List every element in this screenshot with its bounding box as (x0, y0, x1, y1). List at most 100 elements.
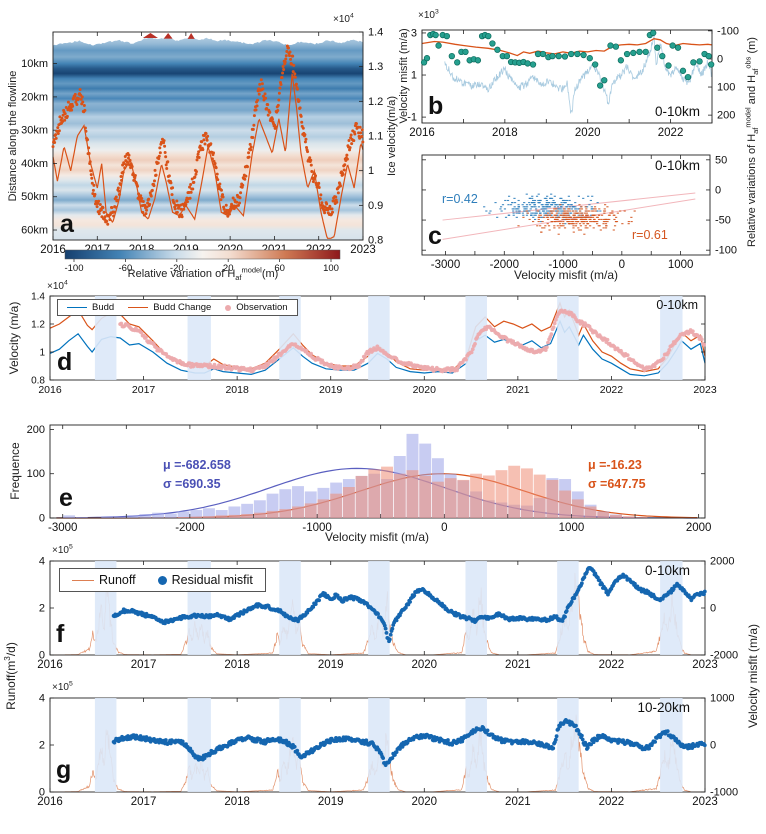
svg-text:4: 4 (39, 556, 45, 568)
e-x-axis-label: Velocity misfit (m/a) (324, 530, 430, 544)
svg-text:2018: 2018 (224, 659, 250, 671)
svg-text:2000: 2000 (710, 556, 734, 568)
e-sigma-blue: σ =690.35 (163, 477, 221, 491)
svg-text:0: 0 (710, 603, 716, 615)
svg-text:1.4: 1.4 (368, 27, 383, 39)
haf-model-line (421, 38, 713, 57)
svg-text:0.8: 0.8 (368, 235, 383, 247)
fg-right-axis-label: Velocity misfit (m/a) (746, 623, 760, 729)
scatter-cloud-obs (517, 204, 636, 235)
svg-text:-2000: -2000 (175, 522, 204, 534)
svg-text:-60: -60 (119, 263, 133, 274)
f-legend-item-runoff: Runoff (72, 573, 136, 587)
svg-text:2018: 2018 (492, 127, 518, 139)
f-legend-residual-label: Residual misfit (171, 573, 253, 587)
svg-text:2023: 2023 (692, 796, 718, 808)
svg-text:0.8: 0.8 (31, 376, 45, 387)
svg-text:2017: 2017 (131, 796, 157, 808)
svg-text:2023: 2023 (350, 244, 376, 256)
svg-text:30km: 30km (21, 125, 48, 137)
observation-dot-sample (225, 304, 232, 311)
svg-text:2021: 2021 (505, 796, 531, 808)
f-legend: Runoff Residual misfit (59, 568, 266, 592)
svg-text:1000: 1000 (668, 259, 694, 271)
c-correlation-orange: r=0.61 (632, 228, 668, 242)
svg-text:4: 4 (39, 693, 45, 705)
svg-text:100: 100 (27, 468, 45, 480)
d-legend-item-budd: Budd (67, 302, 114, 313)
svg-text:1: 1 (368, 165, 374, 177)
panel-letter-g: g (56, 756, 72, 784)
svg-text:100: 100 (717, 82, 735, 94)
svg-text:-100: -100 (715, 245, 737, 257)
svg-text:-50: -50 (715, 215, 731, 227)
svg-text:2022: 2022 (658, 127, 684, 139)
colorbar-gradient (64, 249, 341, 260)
panel-letter-a: a (60, 210, 74, 238)
observation-dots (118, 308, 706, 374)
svg-text:-2000: -2000 (710, 650, 738, 662)
budd-line (49, 319, 706, 377)
svg-text:2023: 2023 (693, 384, 717, 396)
svg-text:0: 0 (715, 184, 721, 196)
g-melt-season-bands (94, 698, 683, 792)
svg-text:2021: 2021 (505, 659, 531, 671)
panel-letter-b: b (428, 92, 444, 120)
svg-text:0: 0 (39, 650, 45, 662)
f-legend-runoff-label: Runoff (99, 573, 136, 587)
colorbar-label: Relative variation of Hafmodel(m) (127, 265, 279, 283)
d-exponent-label: ×104 (47, 279, 68, 292)
svg-text:50: 50 (715, 154, 727, 166)
svg-text:1.4: 1.4 (31, 292, 45, 303)
svg-text:-100: -100 (64, 263, 83, 274)
svg-text:1.2: 1.2 (31, 320, 45, 331)
histogram-bars-1 (177, 465, 648, 518)
surface-red-cap (163, 33, 173, 39)
surface-red-cap (142, 33, 158, 38)
svg-text:1000: 1000 (710, 693, 734, 705)
svg-text:1.3: 1.3 (368, 61, 383, 73)
svg-text:-1: -1 (407, 112, 417, 124)
b-region-label: 0-10km (654, 104, 700, 119)
d-melt-season-bands (94, 296, 683, 380)
svg-text:2016: 2016 (37, 796, 63, 808)
svg-text:2: 2 (39, 603, 45, 615)
svg-text:2016: 2016 (38, 384, 62, 396)
c-x-axis-label: Velocity misfit (m/a) (513, 268, 619, 282)
svg-text:200: 200 (27, 424, 45, 436)
svg-text:2021: 2021 (506, 384, 530, 396)
e-mu-blue: μ =-682.658 (163, 458, 231, 472)
d-y-axis-label: Velocity (m/a) (7, 301, 21, 375)
svg-text:2022: 2022 (599, 659, 625, 671)
svg-text:2020: 2020 (411, 659, 437, 671)
panel-b-misfit-haf-timeseries: 2016 2018 2020 2022 3 1 -1 -100 0 100 200 (407, 25, 739, 139)
svg-text:-1000: -1000 (548, 259, 577, 271)
svg-text:2: 2 (39, 740, 45, 752)
svg-text:60: 60 (274, 263, 285, 274)
colorbar: -100 -60 -20 20 60 100 (64, 249, 341, 274)
surface-sky-region (53, 32, 363, 46)
d-legend-observation-label: Observation (236, 302, 288, 313)
g-residual-misfit-dots (111, 718, 707, 768)
svg-text:200: 200 (717, 110, 735, 122)
ice-velocity-observation-dots (51, 44, 365, 226)
svg-text:2017: 2017 (131, 659, 157, 671)
svg-text:1.1: 1.1 (368, 131, 383, 143)
svg-text:2016: 2016 (409, 127, 435, 139)
d-legend-budd-change-label: Budd Change (153, 302, 212, 313)
a-right-axis-label: Ice velocity(m/a) (386, 95, 398, 177)
svg-text:0: 0 (441, 522, 447, 534)
fg-y-axis-label: Runoff(m3/d) (3, 642, 18, 710)
panel-f-runoff-residual: 2016 2017 2018 2019 2020 2021 2022 2023 0 2 4 2000 0… (37, 556, 738, 672)
a-exponent-label: ×104 (333, 12, 354, 25)
svg-text:2018: 2018 (224, 796, 250, 808)
panel-letter-e: e (59, 484, 73, 512)
panel-d-velocity-timeseries: 2016 2017 2018 2019 2020 2021 2022 2023 0.8 1 1.2 1… (31, 292, 717, 397)
svg-text:2016: 2016 (40, 244, 66, 256)
svg-text:0: 0 (39, 787, 45, 799)
c-region-label: 0-10km (654, 158, 700, 173)
svg-text:1.2: 1.2 (368, 96, 383, 108)
svg-text:2017: 2017 (132, 384, 156, 396)
